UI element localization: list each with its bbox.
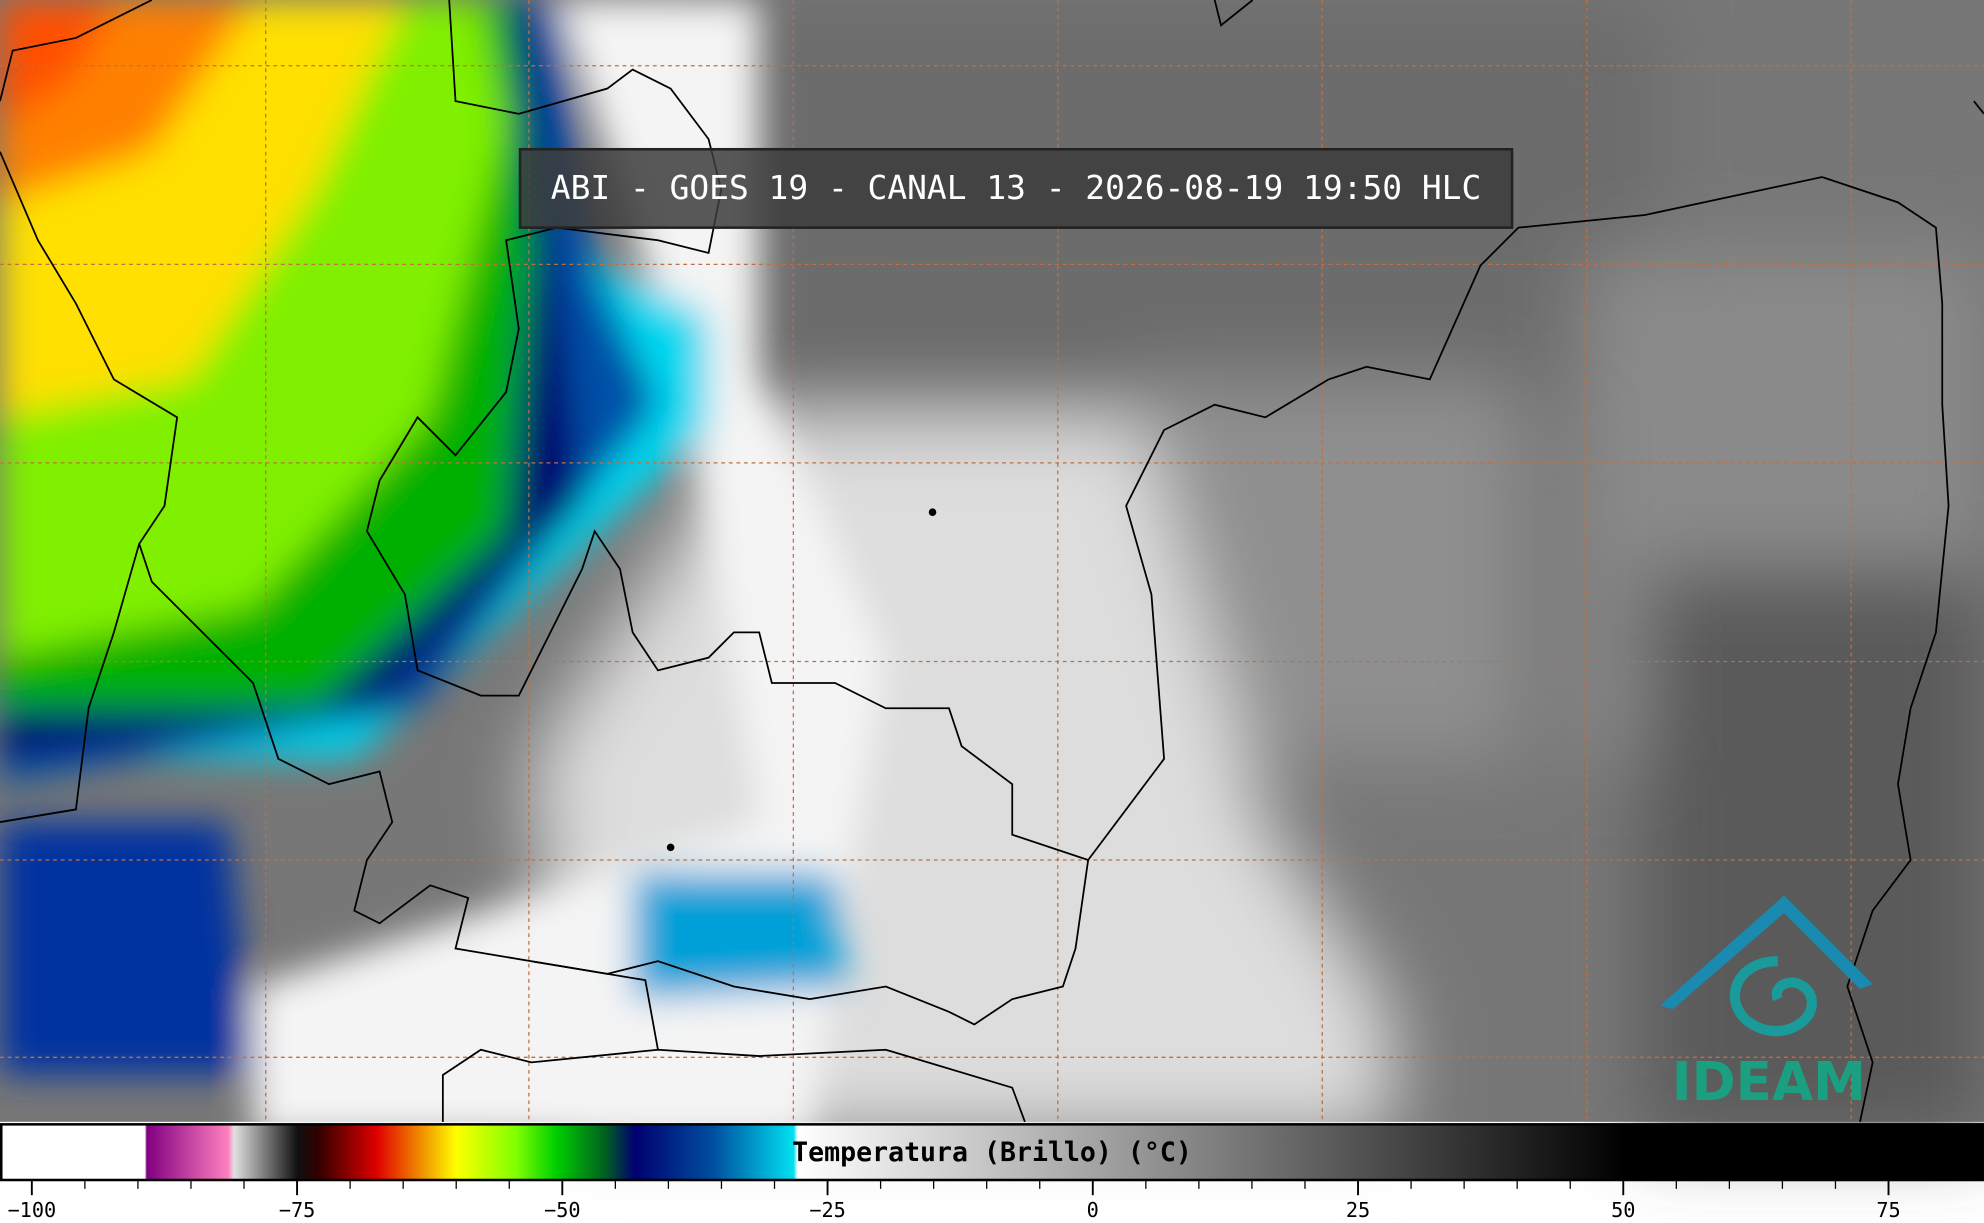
logo: IDEAM — [1660, 895, 1873, 1113]
borders — [0, 0, 1984, 1123]
colorbar: Temperatura (Brillo) (°C) −100 −75 −50 −25 0… — [0, 1123, 1984, 1222]
tick-label: 0 — [1087, 1198, 1099, 1222]
tick-label: −75 — [279, 1198, 316, 1222]
tick-label: 25 — [1346, 1198, 1370, 1222]
tick-label: 50 — [1611, 1198, 1635, 1222]
logo-text: IDEAM — [1672, 1051, 1866, 1113]
tick-label: −25 — [809, 1198, 846, 1222]
tick-label: −100 — [7, 1198, 56, 1222]
title: ABI - GOES 19 - CANAL 13 - 2026-08-19 19… — [551, 168, 1481, 207]
tick-label: 75 — [1876, 1198, 1900, 1222]
satellite-image — [0, 0, 1984, 1139]
title-box: ABI - GOES 19 - CANAL 13 - 2026-08-19 19… — [518, 147, 1514, 229]
colorbar-label: Temperatura (Brillo) (°C) — [792, 1137, 1192, 1168]
tick-label: −50 — [544, 1198, 581, 1222]
graticule — [0, 0, 1984, 1122]
